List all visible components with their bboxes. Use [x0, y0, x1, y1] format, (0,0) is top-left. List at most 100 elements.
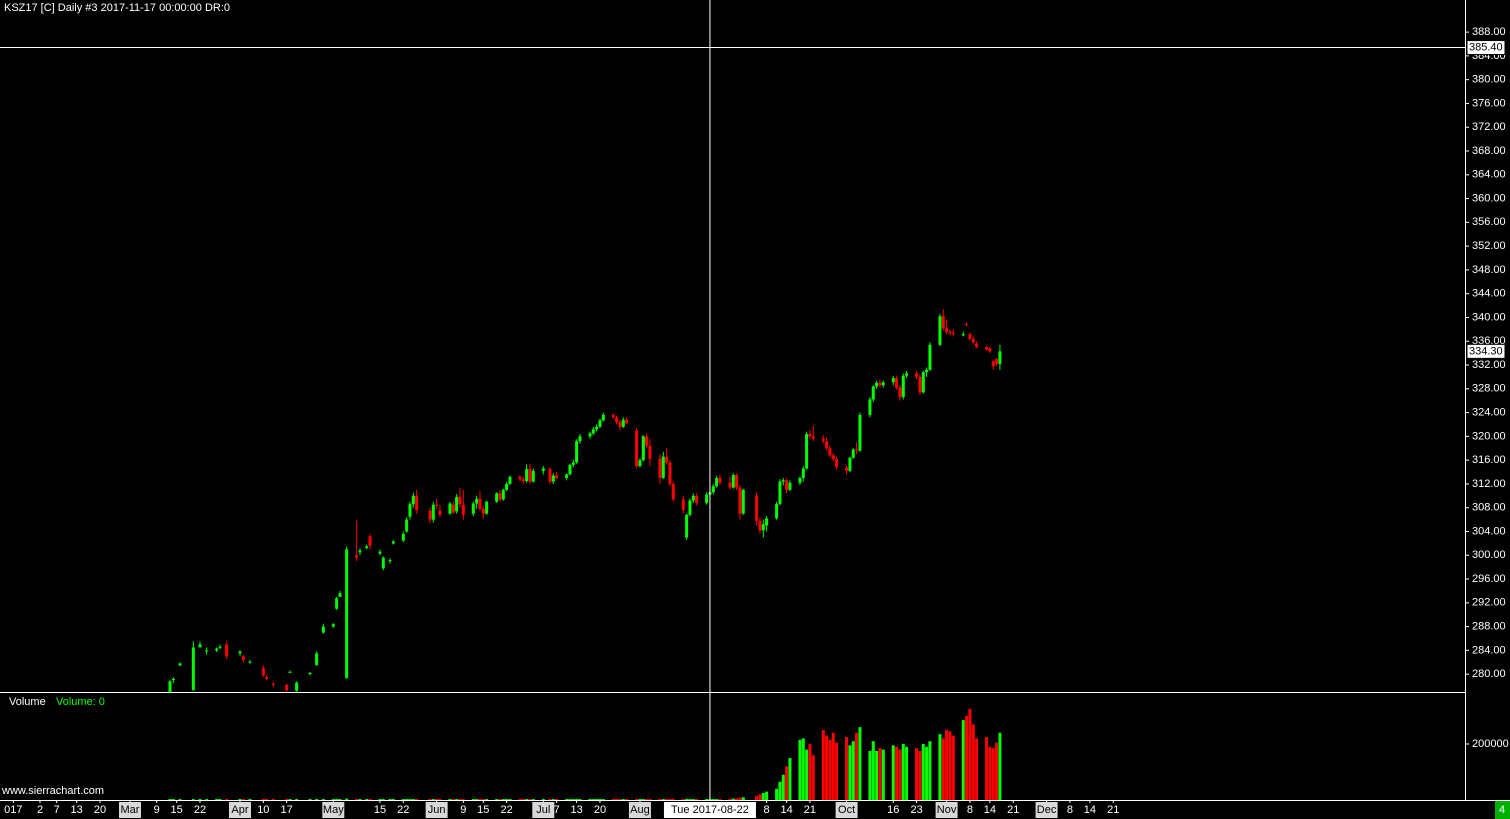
- volume-bar: [428, 799, 432, 800]
- volume-bar: [948, 731, 952, 800]
- bar-body: [205, 650, 209, 652]
- x-tick-label: Apr: [231, 804, 248, 816]
- volume-bar: [388, 799, 392, 800]
- bar-body: [358, 550, 362, 553]
- volume-bar: [381, 799, 385, 800]
- bar-body: [965, 324, 969, 326]
- bar-body: [295, 682, 299, 691]
- volume-bar: [925, 746, 929, 800]
- y-tick-label: 308.00: [1472, 502, 1506, 514]
- x-tick-label: 15: [374, 804, 386, 816]
- bar-body: [705, 494, 709, 503]
- bar-body: [555, 475, 559, 478]
- volume-bar: [821, 729, 825, 800]
- bar-body: [461, 504, 465, 515]
- bar-body: [518, 476, 522, 480]
- volume-bar: [685, 798, 689, 800]
- bar-body: [191, 647, 195, 691]
- bar-body: [825, 441, 829, 449]
- volume-bar: [741, 797, 745, 800]
- month-label-box: [228, 802, 251, 818]
- volume-bar: [191, 799, 195, 800]
- x-tick-label: 21: [1107, 804, 1119, 816]
- bar-body: [928, 344, 932, 370]
- volume-bar: [801, 738, 805, 800]
- bar-body: [715, 477, 719, 487]
- bar-body: [741, 489, 745, 514]
- bar-body: [481, 508, 485, 514]
- x-tick-label: Jun: [428, 804, 446, 816]
- bar-body: [588, 433, 592, 437]
- y-tick-label: 288.00: [1472, 621, 1506, 633]
- marks: [168, 309, 1002, 800]
- x-tick-label: 22: [501, 804, 513, 816]
- y-tick-label: 340.00: [1472, 311, 1506, 323]
- volume-bar: [895, 746, 899, 800]
- bar-body: [968, 334, 972, 339]
- volume-bar: [711, 799, 715, 800]
- volume-bar: [938, 734, 942, 800]
- x-tick-label: 20: [94, 804, 106, 816]
- bar-body: [995, 359, 999, 364]
- y-tick-label: 324.00: [1472, 406, 1506, 418]
- volume-bar: [851, 741, 855, 800]
- bar-body: [391, 541, 395, 544]
- bar-body: [938, 316, 942, 345]
- volume-bar: [971, 724, 975, 800]
- bar-body: [498, 493, 502, 500]
- volume-bar: [845, 736, 849, 800]
- volume-bar: [321, 799, 325, 800]
- volume-bar: [731, 798, 735, 800]
- bar-body: [668, 462, 672, 484]
- bar-body: [568, 464, 572, 475]
- x-tick-label: Dec: [1037, 804, 1057, 816]
- volume-bar: [471, 799, 475, 800]
- volume-bar: [431, 799, 435, 800]
- bar-body: [501, 489, 505, 500]
- bar-body: [241, 656, 245, 660]
- bar-body: [475, 498, 479, 504]
- x-tick-label: 2: [37, 804, 43, 816]
- x-tick-label: 14: [780, 804, 792, 816]
- bar-body: [941, 316, 945, 329]
- bar-body: [521, 479, 525, 481]
- volume-bar: [415, 799, 419, 800]
- volume-bar: [451, 799, 455, 800]
- volume-bar: [571, 799, 575, 800]
- bar-body: [828, 448, 832, 456]
- bar-body: [808, 433, 812, 437]
- volume-bar: [618, 799, 622, 800]
- bar-body: [455, 497, 459, 512]
- bar-body: [685, 514, 689, 538]
- bar-body: [615, 417, 619, 423]
- bar-body: [878, 382, 882, 386]
- volume-bar: [661, 799, 665, 800]
- bar-body: [688, 500, 692, 515]
- volume-bar: [898, 749, 902, 800]
- volume-bar: [985, 736, 989, 800]
- bar-body: [381, 557, 385, 569]
- volume-bar: [945, 729, 949, 800]
- bar-body: [621, 419, 625, 427]
- bar-body: [458, 497, 462, 505]
- bar-body: [915, 373, 919, 377]
- bar-body: [225, 644, 229, 657]
- volume-bar: [285, 799, 289, 800]
- volume-bar: [855, 732, 859, 800]
- bar-body: [338, 593, 342, 597]
- volume-bar: [498, 799, 502, 800]
- bar-body: [855, 449, 859, 451]
- volume-bar: [525, 799, 529, 800]
- volume-bar: [438, 799, 442, 800]
- y-tick-label: 284.00: [1472, 644, 1506, 656]
- volume-bar: [501, 799, 505, 800]
- bar-body: [645, 436, 649, 446]
- volume-bar: [455, 799, 459, 800]
- y-tick-label: 348.00: [1472, 264, 1506, 276]
- bar-body: [975, 343, 979, 348]
- volume-bar: [738, 797, 742, 800]
- volume-bar: [178, 799, 182, 800]
- bar-body: [835, 458, 839, 468]
